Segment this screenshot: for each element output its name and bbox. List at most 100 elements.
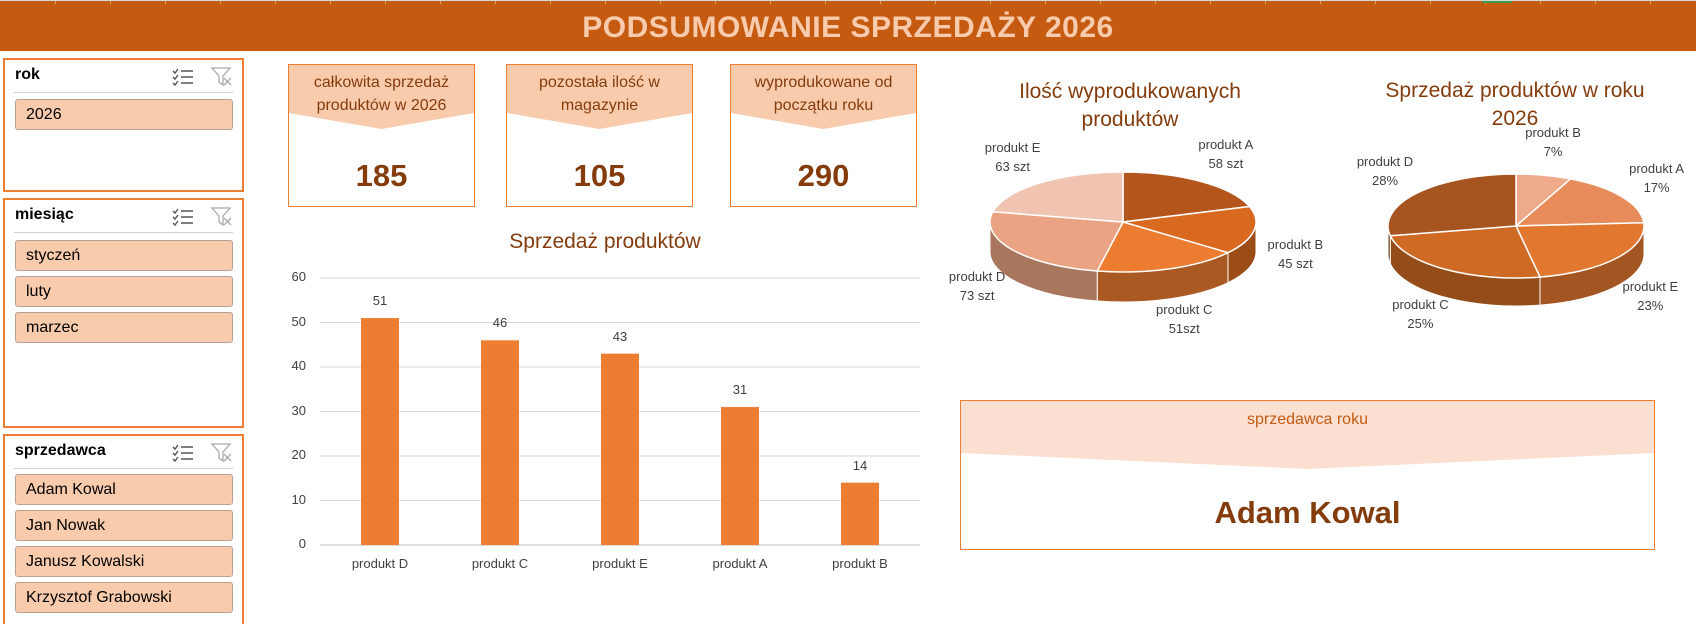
column-marker [55,1,56,4]
y-tick-label: 50 [291,313,306,329]
kpi-banner [289,65,474,129]
clear-filter-icon[interactable] [210,66,234,88]
slicer-item-marzec[interactable]: marzec [15,312,233,343]
kpi-value: 105 [573,158,626,193]
slicer-rok-title: rok [15,66,40,83]
slicer-sprzedawca: sprzedawca Adam Kowal Jan Nowak Janusz K… [3,434,244,624]
column-marker [715,1,716,4]
slicer-item-adam-kowal[interactable]: Adam Kowal [15,474,233,505]
bar [721,407,759,545]
y-tick-label: 20 [291,447,306,462]
pie-sales-label: produkt A 17% [1602,159,1696,197]
slicer-separator [14,92,233,93]
column-marker [1595,1,1596,4]
kpi-total-sales: całkowita sprzedaż produktów w 2026 185 [288,64,475,207]
column-marker [495,1,496,4]
pie-label-name: produkt A [1198,137,1254,153]
pie-label-value: 73 szt [959,288,995,304]
pie-sales-title: Sprzedaż produktów w roku 2026 [1385,79,1645,130]
multi-select-icon[interactable] [171,206,195,228]
column-marker [825,1,826,4]
pie-label-value: 63 szt [995,158,1030,174]
clear-filter-icon[interactable] [210,206,234,228]
pie-production-label: produkt D 73 szt [922,267,1032,305]
pie-sales-label: produkt D 28% [1330,152,1440,190]
kpi-label: pozostała ilość w magazynie [539,74,660,114]
pie-slice [1514,221,1645,278]
slicer-separator [14,468,233,469]
pie-production-label: produkt C 51szt [1129,300,1239,338]
y-tick-label: 60 [291,269,306,284]
kpi-banner [507,65,692,129]
pie-label-name: produkt C [1156,301,1213,317]
kpi-value: 185 [355,158,408,193]
x-tick-label: produkt E [592,556,648,571]
slicer-item-janusz-kowalski[interactable]: Janusz Kowalski [15,546,233,577]
pie-label-name: produkt C [1392,296,1449,312]
column-marker [660,1,661,4]
pie-label-name: produkt E [1622,278,1679,294]
pie-label-name: produkt D [1356,154,1414,170]
kpi-label: wyprodukowane od początku roku [754,74,893,114]
bar-data-label: 31 [732,382,748,398]
clear-filter-icon[interactable] [210,442,234,464]
column-marker [330,1,331,4]
pie-label-value: 25% [1407,315,1434,331]
bar [361,318,399,545]
multi-select-icon[interactable] [171,66,195,88]
pie-production-title: Ilość wyprodukowanych produktów [1019,80,1241,131]
column-marker [880,1,881,4]
pie-production-label: produkt E 63 szt [958,138,1068,176]
pie-slice [1513,178,1645,227]
pie-label-name: produkt B [1525,125,1581,141]
column-marker [440,1,441,4]
column-marker [770,1,771,4]
pie-slice [991,171,1124,223]
dashboard-header: PODSUMOWANIE SPRZEDAŻY 2026 [0,0,1696,51]
bar-data-label: 46 [492,315,508,331]
pie-production-label: produkt A 58 szt [1171,135,1281,173]
column-marker [1100,1,1101,4]
slicer-item-styczen[interactable]: styczeń [15,240,233,271]
pie-label-name: produkt E [984,139,1041,155]
pie-label-name: produkt B [1267,237,1324,253]
kpi-banner [731,65,916,129]
pie-label-value: 28% [1371,173,1399,189]
column-marker [1375,1,1376,4]
x-tick-label: produkt C [471,556,529,571]
pie-production-label: produkt B 45 szt [1240,235,1350,273]
slicer-item-jan-nowak[interactable]: Jan Nowak [15,510,233,541]
slicer-item-2026[interactable]: 2026 [15,99,233,130]
slicer-item-luty[interactable]: luty [15,276,233,307]
column-marker [1155,1,1156,4]
pie-slice [989,210,1125,272]
slicer-item-krzysztof-grabowski[interactable]: Krzysztof Grabowski [15,582,233,613]
selected-column-marker [1482,1,1512,3]
column-marker [550,1,551,4]
slicer-separator [14,232,233,233]
pie-label-value: 58 szt [1208,156,1244,172]
kpi-produced-ytd: wyprodukowane od początku roku 290 [730,64,917,207]
kpi-label: całkowita sprzedaż produktów w 2026 [313,74,450,114]
x-tick-label: produkt A [712,556,768,571]
pie-label-name: produkt D [948,269,1006,285]
pie-slice [1122,171,1251,223]
x-tick-label: produkt D [351,556,409,571]
column-marker [1320,1,1321,4]
seller-of-year-card: sprzedawca roku Adam Kowal [960,400,1655,550]
column-marker [220,1,221,4]
column-marker [1045,1,1046,4]
seller-name: Adam Kowal [1214,495,1401,530]
pie-sales-label: produkt B 7% [1498,123,1608,161]
pie-sales-label: produkt C 25% [1365,295,1475,333]
pie-sales-chart [1387,173,1645,307]
pie-label-value: 51szt [1168,320,1200,336]
y-tick-label: 40 [291,358,306,373]
multi-select-icon[interactable] [171,442,195,464]
y-tick-label: 0 [298,536,306,551]
column-marker [1540,1,1541,4]
pie-label-value: 23% [1637,297,1664,313]
bar [481,340,519,545]
pie-slice [1389,225,1542,279]
